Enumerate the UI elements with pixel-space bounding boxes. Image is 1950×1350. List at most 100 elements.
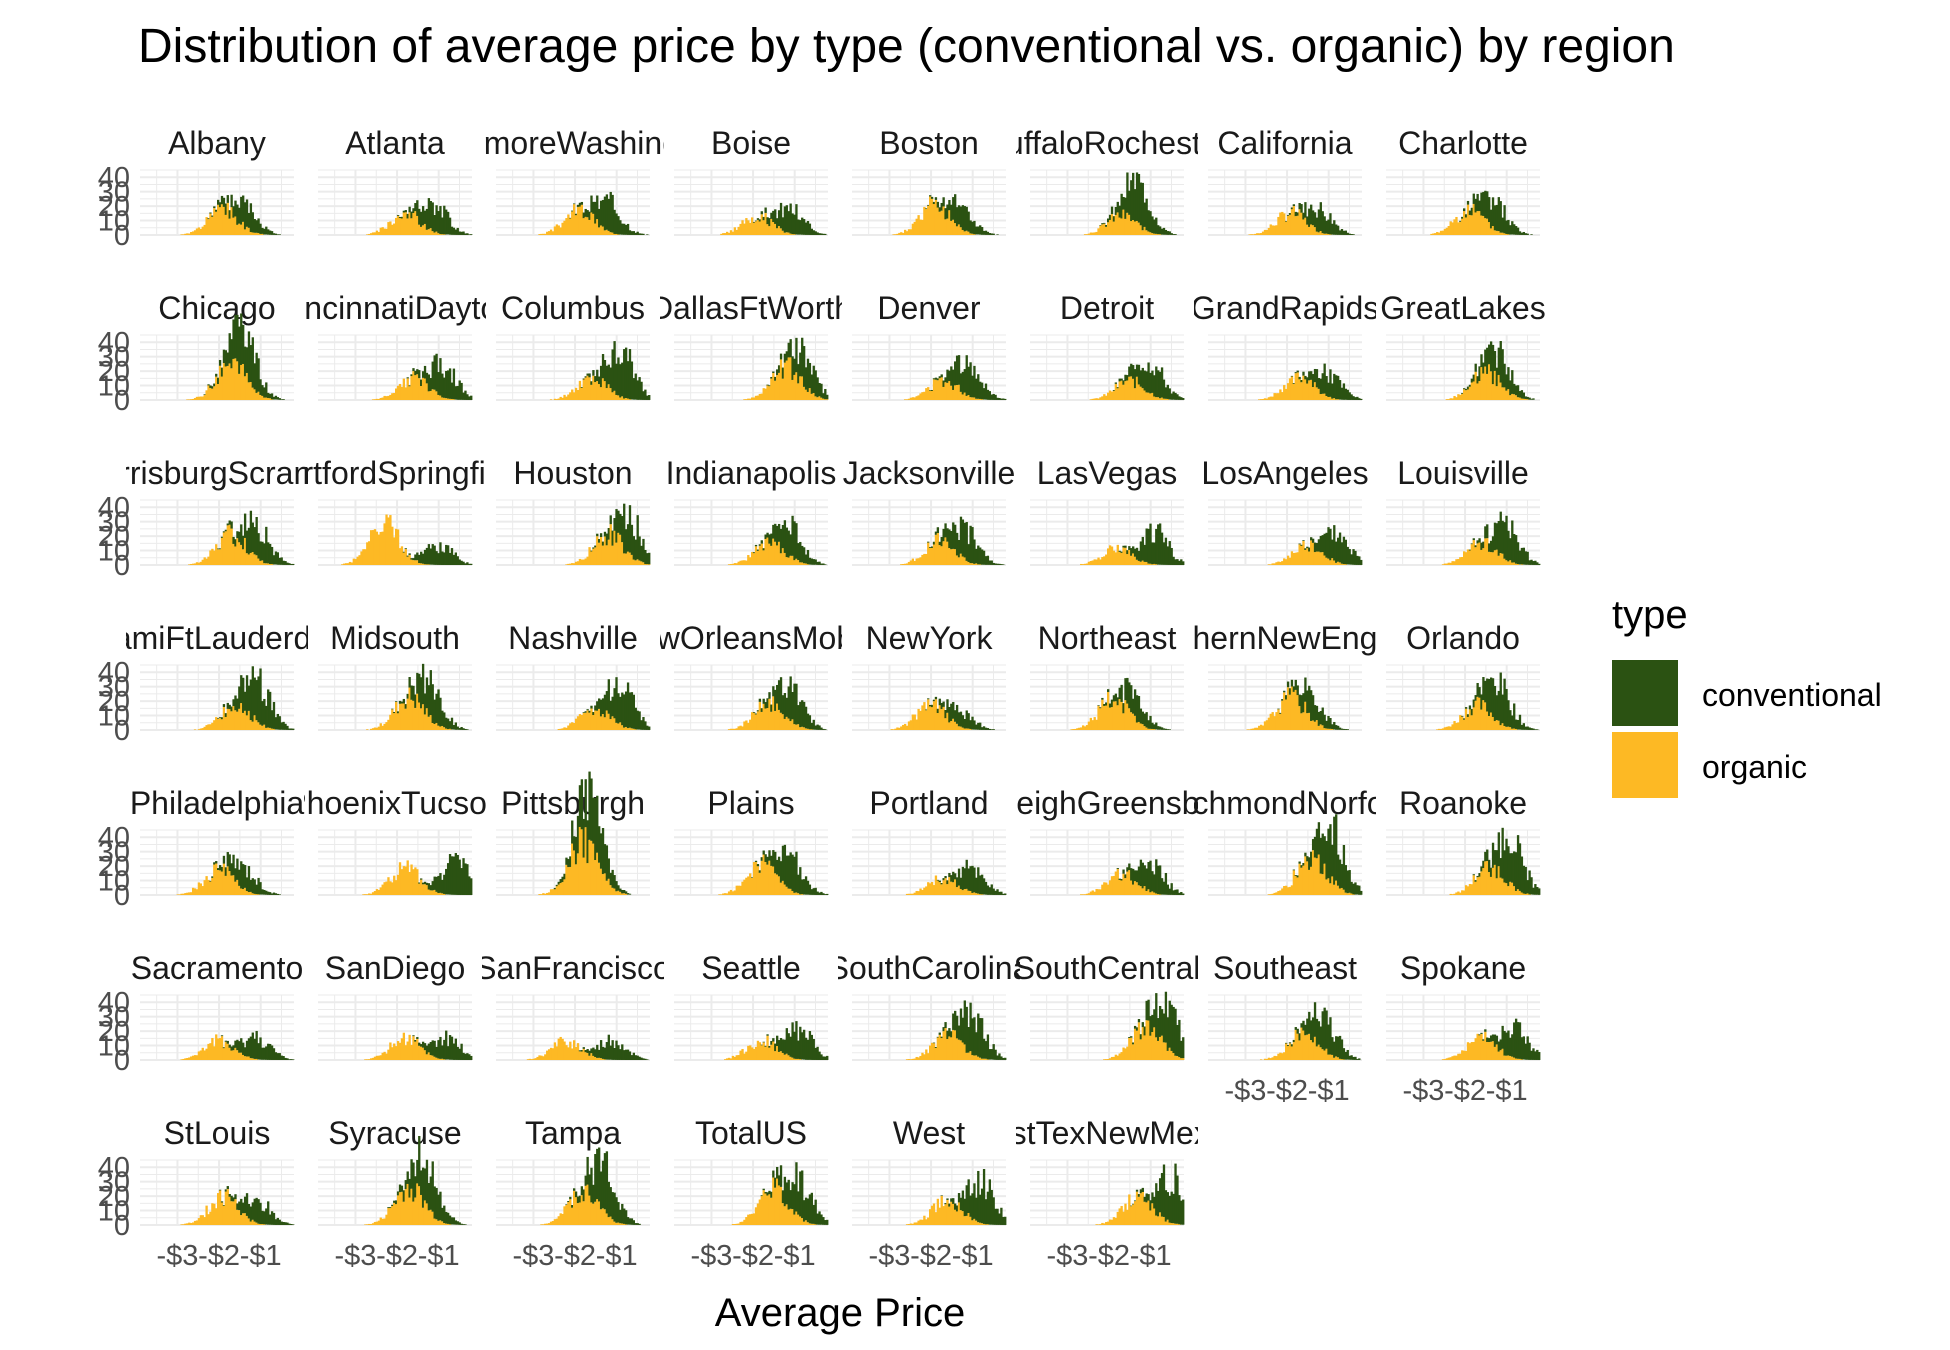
histogram-bar-conventional	[998, 398, 1001, 400]
histogram-bar-organic	[420, 563, 423, 565]
histogram-bar-organic	[1311, 387, 1315, 400]
histogram-bar-organic	[234, 546, 237, 565]
histogram-bar-organic	[731, 563, 735, 565]
histogram-bar-organic	[251, 893, 254, 895]
histogram-bar-conventional	[1534, 884, 1537, 895]
histogram-bar-conventional	[1336, 537, 1340, 562]
histogram-bar-conventional	[1319, 837, 1322, 874]
histogram-bar-organic	[1509, 1055, 1512, 1060]
histogram-bar-conventional	[435, 551, 438, 565]
histogram-bar-organic	[547, 892, 551, 895]
histogram-bar-organic	[1083, 563, 1087, 565]
histogram-bar-conventional	[1336, 375, 1340, 400]
histogram-bar-organic	[439, 726, 442, 730]
histogram-bar-conventional	[760, 857, 763, 861]
histogram-bar-organic	[598, 227, 601, 235]
histogram-bar-conventional	[211, 215, 214, 217]
histogram-bar-conventional	[1178, 892, 1181, 895]
histogram-bar-organic	[785, 886, 788, 895]
histogram-bar-organic	[975, 1055, 978, 1060]
histogram-bar-conventional	[1470, 543, 1474, 545]
histogram-bar-organic	[1128, 549, 1131, 565]
histogram-bar-organic	[932, 885, 936, 895]
histogram-bar-organic	[598, 384, 601, 400]
histogram-bar-organic	[1310, 224, 1313, 235]
histogram-bar-organic	[215, 863, 218, 895]
histogram-bar-conventional	[1321, 535, 1324, 553]
histogram-bar-conventional	[1466, 200, 1470, 205]
histogram-bar-organic	[364, 1224, 367, 1225]
histogram-bar-organic	[1478, 1035, 1481, 1060]
histogram-bar-organic	[1137, 384, 1141, 400]
histogram-bar-organic	[236, 361, 239, 400]
histogram-bar-organic	[377, 1055, 380, 1060]
histogram-bar-organic	[1155, 233, 1158, 235]
histogram-bar-conventional	[642, 391, 645, 400]
histogram-bar-conventional	[760, 540, 763, 544]
histogram-bar-conventional	[462, 561, 465, 565]
histogram-bar-conventional	[243, 1196, 247, 1214]
histogram-bar-organic	[199, 396, 202, 400]
histogram-bar-organic	[1308, 869, 1311, 895]
histogram-bar-conventional	[284, 723, 287, 730]
histogram-bar-conventional	[1511, 221, 1514, 235]
histogram-bar-organic	[360, 551, 363, 565]
histogram-bar-organic	[1329, 883, 1332, 895]
histogram-bar-organic	[184, 893, 187, 895]
facet-label: RichmondNorfolk	[1162, 785, 1408, 821]
histogram-bar-organic	[1484, 218, 1487, 235]
histogram-bar-organic	[1522, 893, 1525, 895]
histogram-bar-organic	[797, 560, 800, 565]
histogram-bar-conventional	[806, 1039, 810, 1060]
histogram-bar-conventional	[1327, 1024, 1330, 1055]
histogram-bar-organic	[601, 226, 605, 235]
histogram-bar-conventional	[804, 1037, 808, 1060]
histogram-bar-organic	[1265, 229, 1269, 235]
histogram-bar-conventional	[446, 1046, 450, 1060]
histogram-bar-organic	[752, 862, 756, 895]
histogram-bar-conventional	[1310, 1020, 1313, 1041]
histogram-bar-organic	[1277, 561, 1280, 565]
histogram-bar-conventional	[1313, 1002, 1317, 1037]
histogram-bar-conventional	[592, 711, 595, 716]
histogram-bar-organic	[1145, 392, 1148, 400]
histogram-bar-organic	[1505, 1055, 1508, 1060]
histogram-bar-conventional	[1499, 511, 1502, 554]
histogram-bar-organic	[234, 1199, 237, 1225]
histogram-bar-conventional	[460, 868, 463, 895]
histogram-bar-organic	[607, 230, 610, 235]
histogram-bar-organic	[1470, 544, 1474, 565]
histogram-bar-organic	[1126, 380, 1129, 400]
histogram-bar-conventional	[209, 212, 212, 214]
histogram-bar-conventional	[1346, 389, 1349, 400]
histogram-bar-conventional	[967, 868, 970, 891]
histogram-bar-conventional	[1321, 211, 1324, 234]
histogram-bar-organic	[1135, 882, 1139, 895]
histogram-bar-organic	[617, 395, 620, 400]
histogram-bar-conventional	[1329, 1017, 1332, 1055]
histogram-bar-organic	[783, 718, 787, 730]
histogram-bar-organic	[222, 863, 226, 895]
histogram-bar-conventional	[1522, 723, 1525, 730]
histogram-bar-organic	[209, 213, 212, 235]
facet-label: Boise	[711, 125, 791, 161]
histogram-bar-conventional	[992, 562, 995, 565]
histogram-bar-conventional	[952, 1013, 955, 1030]
histogram-bar-organic	[431, 722, 434, 730]
facet-label: California	[1217, 125, 1352, 161]
histogram-bar-organic	[802, 563, 806, 565]
histogram-bar-organic	[1290, 686, 1294, 730]
histogram-bar-organic	[1461, 393, 1464, 400]
histogram-bar-conventional	[994, 1049, 997, 1060]
histogram-bar-conventional	[766, 532, 769, 538]
histogram-bar-conventional	[1145, 1000, 1148, 1021]
histogram-bar-conventional	[1160, 1009, 1164, 1036]
histogram-bar-conventional	[971, 1018, 974, 1056]
histogram-bar-conventional	[1323, 533, 1326, 556]
histogram-bar-organic	[379, 1217, 382, 1225]
facet-panel: Boston	[852, 125, 1006, 236]
histogram-bar-organic	[205, 1048, 208, 1060]
histogram-bar-conventional	[959, 877, 963, 889]
histogram-bar-organic	[396, 1041, 400, 1060]
histogram-bar-organic	[1085, 234, 1089, 235]
